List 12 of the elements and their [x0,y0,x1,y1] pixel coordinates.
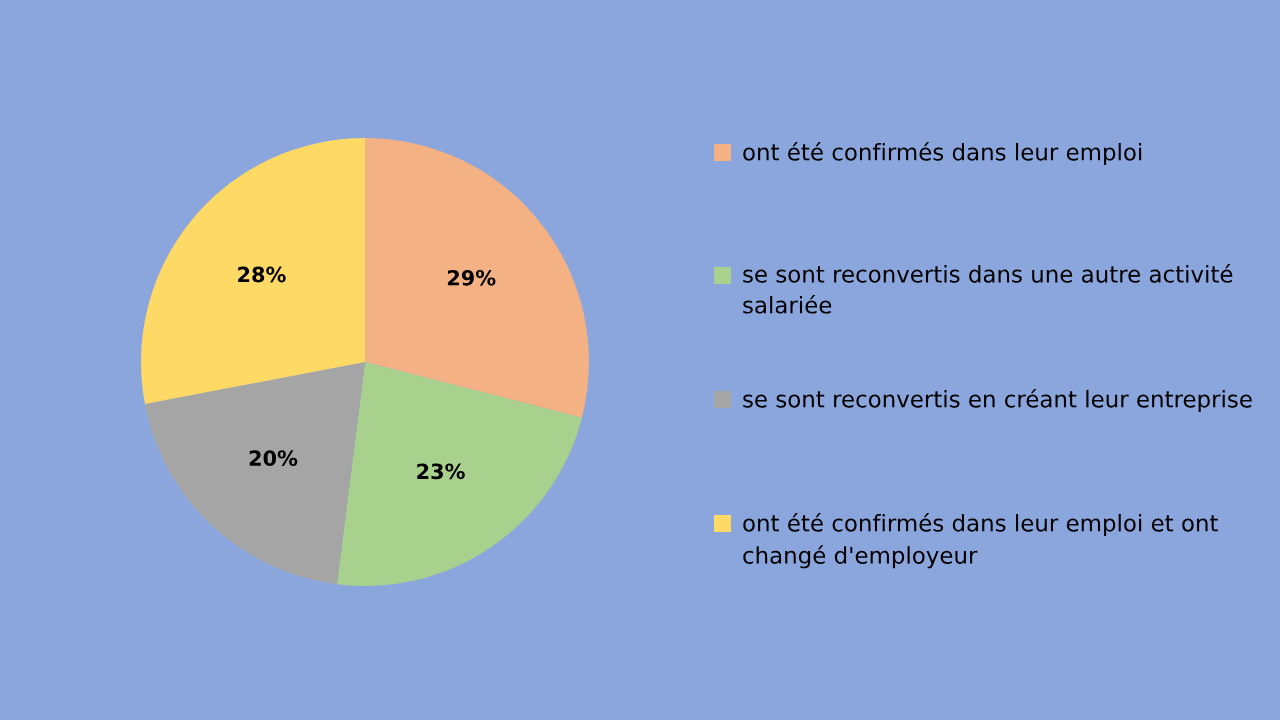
pie-slice [141,138,365,404]
legend-label: ont été confirmés dans leur emploi [743,142,1142,166]
legend-label: se sont reconvertis en créant leur entreprise [743,389,1252,413]
data-label: 28% [238,266,286,283]
pie-slice [336,362,582,586]
data-label: 20% [249,450,298,467]
legend-label: ont été confirmés dans leur emploi et ont changé d'employeur [743,513,1218,569]
legend-label: se sont reconvertis dans une autre activité salariée [743,264,1233,314]
data-label: 29% [447,269,496,286]
pie-slice [365,138,589,418]
data-label: 23% [417,463,465,480]
pie-slice [144,362,365,585]
